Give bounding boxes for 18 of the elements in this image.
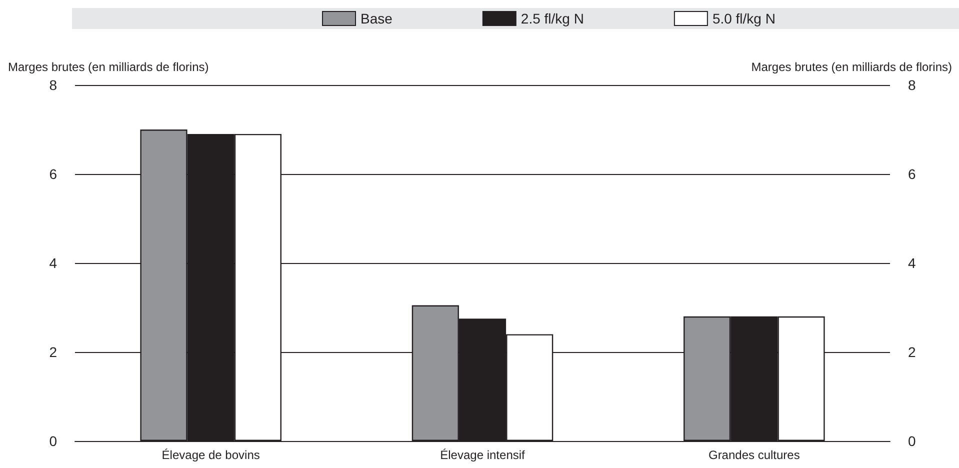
y2-tick-label: 6 [908,166,916,182]
y2-axis-title: Marges brutes (en milliards de florins) [751,60,952,74]
y2-tick-label: 0 [908,433,916,449]
x-tick-label: Élevage intensif [440,448,526,462]
y-tick-label: 2 [49,344,58,360]
y2-tick-label: 8 [908,77,916,93]
y-tick-label: 4 [49,255,58,271]
legend-label: Base [360,10,393,26]
y2-tick-label: 2 [908,344,916,360]
x-tick-label: Grandes cultures [708,448,800,462]
y-tick-label: 0 [49,433,58,449]
y-tick-label: 6 [49,166,58,182]
legend-label: 5.0 fl/kg N [712,10,776,26]
x-tick-label: Élevage de bovins [162,448,260,462]
y-tick-label: 8 [49,77,58,93]
y2-tick-label: 4 [908,255,916,271]
y-axis-title: Marges brutes (en milliards de florins) [8,60,209,74]
legend-label: 2.5 fl/kg N [520,10,584,26]
